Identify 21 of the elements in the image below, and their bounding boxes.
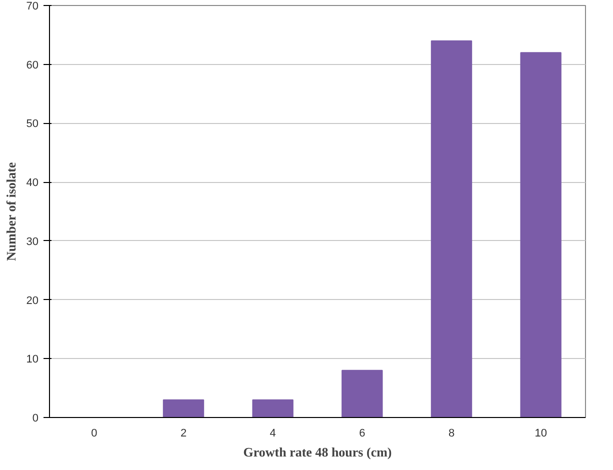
- y-tick-label: 40: [26, 177, 39, 190]
- y-tick-label: 70: [26, 0, 39, 12]
- bar: [342, 370, 383, 418]
- y-tick-label: 30: [26, 236, 39, 248]
- x-tick-label: 2: [180, 428, 187, 440]
- bar: [430, 40, 472, 418]
- x-tick-label: 6: [359, 428, 366, 440]
- bar: [520, 52, 562, 418]
- y-tick-label: 20: [26, 294, 39, 307]
- x-tick-label: 0: [91, 428, 98, 440]
- x-tick-label: 8: [448, 428, 455, 440]
- y-tick-label: 10: [26, 354, 39, 366]
- bar: [162, 399, 204, 418]
- x-tick-label: 10: [534, 428, 547, 440]
- x-axis-title: Growth rate 48 hours (cm): [243, 444, 392, 460]
- y-axis-title: Number of isolate: [3, 162, 18, 261]
- x-tick-label: 4: [270, 428, 276, 440]
- y-tick-label: 0: [32, 412, 39, 424]
- y-tick-label: 60: [26, 59, 39, 72]
- bar: [252, 399, 294, 418]
- y-tick-label: 50: [26, 118, 39, 130]
